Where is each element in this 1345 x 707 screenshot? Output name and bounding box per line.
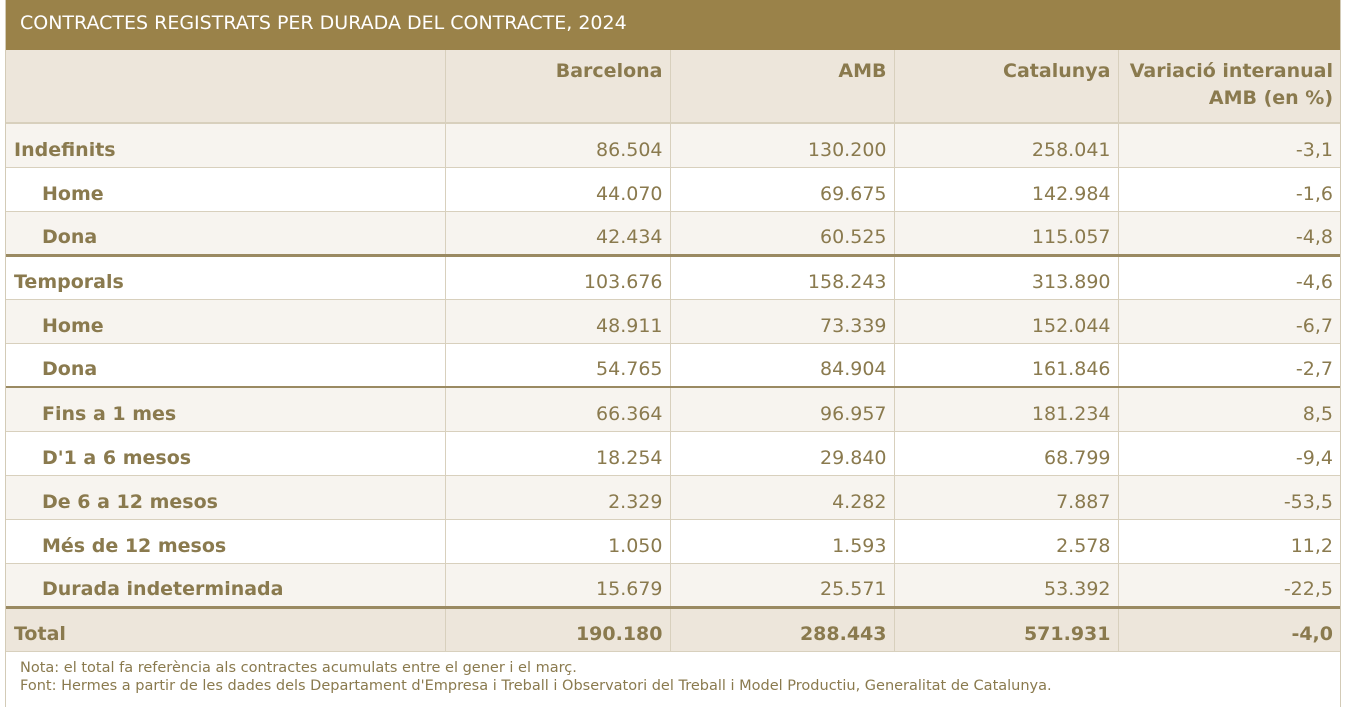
table-row: Home 48.911 73.339 152.044 -6,7 <box>6 299 1340 344</box>
table-title: CONTRACTES REGISTRATS PER DURADA DEL CON… <box>6 0 1340 50</box>
cell-value: -9,4 <box>1118 431 1340 476</box>
table-row: Dona 54.765 84.904 161.846 -2,7 <box>6 343 1340 388</box>
cell-value: 161.846 <box>894 343 1119 388</box>
cell-value: 84.904 <box>670 343 895 388</box>
row-label: Indefinits <box>6 123 446 168</box>
cell-value: -1,6 <box>1118 167 1340 212</box>
cell-value: 181.234 <box>894 386 1119 432</box>
cell-value: -22,5 <box>1118 563 1340 608</box>
cell-value: 313.890 <box>894 253 1119 300</box>
cell-value: 4.282 <box>670 475 895 520</box>
cell-value: 1.593 <box>670 519 895 564</box>
header-cell-catalunya: Catalunya <box>894 50 1119 124</box>
row-label: Durada indeterminada <box>6 563 446 608</box>
cell-value: 2.329 <box>445 475 671 520</box>
header-row: Barcelona AMB Catalunya Variació interan… <box>6 50 1340 124</box>
total-label: Total <box>6 605 446 652</box>
cell-value: 69.675 <box>670 167 895 212</box>
cell-value: 86.504 <box>445 123 671 168</box>
cell-value: 142.984 <box>894 167 1119 212</box>
cell-value: -53,5 <box>1118 475 1340 520</box>
row-label: Temporals <box>6 253 446 300</box>
table-row: De 6 a 12 mesos 2.329 4.282 7.887 -53,5 <box>6 475 1340 520</box>
table-row: Fins a 1 mes 66.364 96.957 181.234 8,5 <box>6 386 1340 432</box>
cell-value: -4,8 <box>1118 211 1340 256</box>
cell-value: 2.578 <box>894 519 1119 564</box>
table-row: Home 44.070 69.675 142.984 -1,6 <box>6 167 1340 212</box>
cell-value: 29.840 <box>670 431 895 476</box>
cell-value: 53.392 <box>894 563 1119 608</box>
total-value: -4,0 <box>1118 605 1340 652</box>
cell-value: 48.911 <box>445 299 671 344</box>
cell-value: 44.070 <box>445 167 671 212</box>
total-value: 190.180 <box>445 605 671 652</box>
table-row: Dona 42.434 60.525 115.057 -4,8 <box>6 211 1340 256</box>
contracts-table: Barcelona AMB Catalunya Variació interan… <box>6 50 1340 652</box>
cell-value: 7.887 <box>894 475 1119 520</box>
table-row: Temporals 103.676 158.243 313.890 -4,6 <box>6 253 1340 300</box>
cell-value: -2,7 <box>1118 343 1340 388</box>
header-cell-empty <box>6 50 446 124</box>
total-value: 571.931 <box>894 605 1119 652</box>
header-cell-variacio: Variació interanual AMB (en %) <box>1118 50 1340 124</box>
row-label: De 6 a 12 mesos <box>6 475 446 520</box>
table-row: Indefinits 86.504 130.200 258.041 -3,1 <box>6 123 1340 168</box>
row-label: D'1 a 6 mesos <box>6 431 446 476</box>
cell-value: 15.679 <box>445 563 671 608</box>
header-cell-barcelona: Barcelona <box>445 50 671 124</box>
cell-value: -4,6 <box>1118 253 1340 300</box>
note-text: Nota: el total fa referència als contrac… <box>20 659 577 676</box>
cell-value: 8,5 <box>1118 386 1340 432</box>
row-label: Home <box>6 167 446 212</box>
cell-value: -6,7 <box>1118 299 1340 344</box>
cell-value: 103.676 <box>445 253 671 300</box>
source-text: Font: Hermes a partir de les dades dels … <box>20 677 1052 694</box>
cell-value: -3,1 <box>1118 123 1340 168</box>
cell-value: 152.044 <box>894 299 1119 344</box>
row-label: Dona <box>6 211 446 256</box>
table-panel: CONTRACTES REGISTRATS PER DURADA DEL CON… <box>5 0 1341 707</box>
cell-value: 73.339 <box>670 299 895 344</box>
row-label: Més de 12 mesos <box>6 519 446 564</box>
cell-value: 42.434 <box>445 211 671 256</box>
cell-value: 54.765 <box>445 343 671 388</box>
table-row: Més de 12 mesos 1.050 1.593 2.578 11,2 <box>6 519 1340 564</box>
table-row: Durada indeterminada 15.679 25.571 53.39… <box>6 563 1340 608</box>
cell-value: 66.364 <box>445 386 671 432</box>
row-label: Dona <box>6 343 446 388</box>
row-label: Home <box>6 299 446 344</box>
row-label: Fins a 1 mes <box>6 386 446 432</box>
footnotes: Nota: el total fa referència als contrac… <box>6 652 1340 695</box>
cell-value: 130.200 <box>670 123 895 168</box>
cell-value: 25.571 <box>670 563 895 608</box>
cell-value: 60.525 <box>670 211 895 256</box>
cell-value: 1.050 <box>445 519 671 564</box>
header-cell-amb: AMB <box>670 50 895 124</box>
total-value: 288.443 <box>670 605 895 652</box>
cell-value: 18.254 <box>445 431 671 476</box>
cell-value: 11,2 <box>1118 519 1340 564</box>
total-row: Total 190.180 288.443 571.931 -4,0 <box>6 605 1340 652</box>
table-row: D'1 a 6 mesos 18.254 29.840 68.799 -9,4 <box>6 431 1340 476</box>
cell-value: 258.041 <box>894 123 1119 168</box>
cell-value: 115.057 <box>894 211 1119 256</box>
cell-value: 96.957 <box>670 386 895 432</box>
cell-value: 158.243 <box>670 253 895 300</box>
cell-value: 68.799 <box>894 431 1119 476</box>
